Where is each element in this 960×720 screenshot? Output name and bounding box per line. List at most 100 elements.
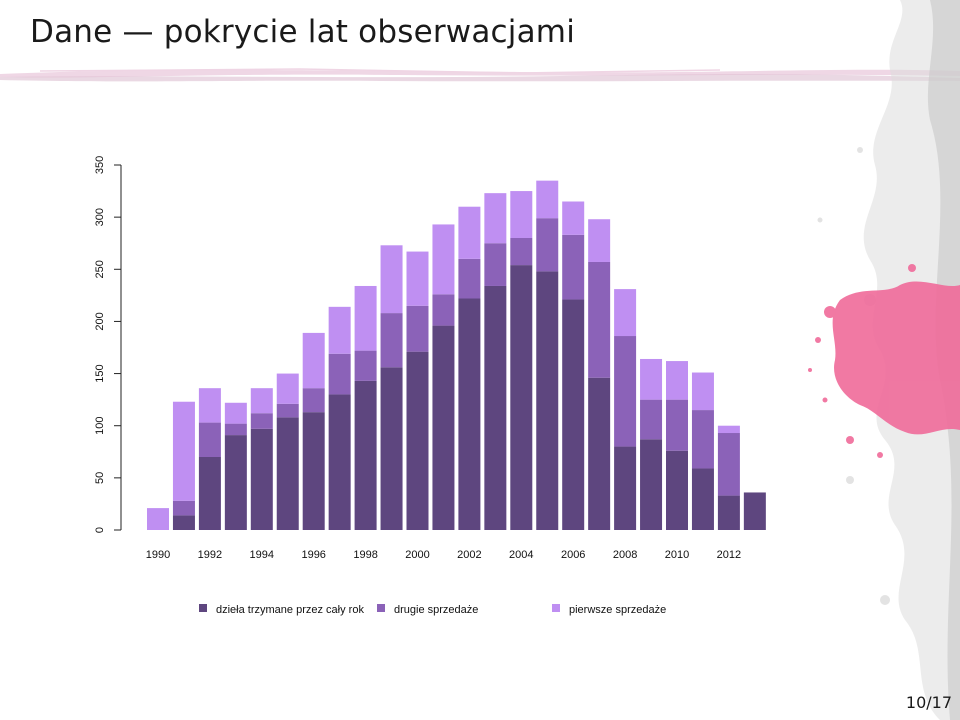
bar-segment bbox=[302, 332, 325, 389]
y-tick-label: 0 bbox=[94, 527, 106, 533]
y-axis: 0 50 100 150 200 250 300 350 bbox=[94, 156, 122, 533]
bar-segment bbox=[224, 423, 247, 436]
bar-segment bbox=[588, 377, 611, 530]
bar-segment bbox=[354, 350, 377, 381]
bar-segment bbox=[717, 433, 740, 496]
y-tick-label: 150 bbox=[94, 364, 106, 382]
bar-segment bbox=[614, 289, 637, 337]
bar-segment bbox=[458, 258, 481, 299]
bar-segment bbox=[510, 191, 533, 238]
x-tick-label: 2012 bbox=[717, 549, 741, 561]
bar-segment bbox=[510, 265, 533, 530]
x-tick-label: 2010 bbox=[665, 549, 689, 561]
bar-segment bbox=[198, 457, 221, 530]
bar-segment bbox=[640, 439, 663, 530]
y-tick-label: 350 bbox=[94, 156, 106, 174]
bar-segment bbox=[536, 218, 559, 272]
bar-segment bbox=[536, 180, 559, 219]
y-tick-label: 200 bbox=[94, 312, 106, 330]
bar-segment bbox=[717, 425, 740, 434]
brush-stroke-divider bbox=[0, 68, 960, 82]
bar-segment bbox=[172, 500, 195, 516]
bar-segment bbox=[380, 245, 403, 314]
y-tick-label: 250 bbox=[94, 260, 106, 278]
legend-label: pierwsze sprzedaże bbox=[569, 604, 666, 616]
bar-segment bbox=[354, 285, 377, 351]
decorative-ink-splash bbox=[808, 0, 960, 720]
bar-segment bbox=[198, 422, 221, 457]
bar-segment bbox=[354, 380, 377, 530]
bar-segment bbox=[172, 515, 195, 530]
bar-segment bbox=[276, 373, 299, 404]
bar-segment bbox=[666, 450, 688, 530]
x-tick-label: 1994 bbox=[250, 549, 274, 561]
bar-segment bbox=[484, 193, 507, 244]
bar-segment bbox=[406, 351, 429, 530]
bar-segment bbox=[250, 388, 273, 414]
y-tick-label: 100 bbox=[94, 417, 106, 435]
x-tick-label: 2004 bbox=[509, 549, 533, 561]
x-tick-label: 2002 bbox=[457, 549, 481, 561]
bar-segment bbox=[380, 313, 403, 368]
bar-segment bbox=[588, 219, 611, 262]
bar-segment bbox=[328, 353, 351, 395]
page-number: 10/17 bbox=[905, 693, 952, 712]
bar-segment bbox=[458, 298, 481, 530]
y-tick-label: 50 bbox=[94, 472, 106, 484]
bar-segment bbox=[640, 399, 663, 440]
bar-segment bbox=[406, 251, 429, 306]
bar-segment bbox=[536, 271, 559, 530]
bar-segment bbox=[666, 361, 688, 400]
x-tick-label: 2006 bbox=[561, 549, 585, 561]
bar-segment bbox=[691, 410, 714, 469]
bar-segment bbox=[484, 243, 507, 286]
bar-segment bbox=[743, 492, 766, 530]
bar-segment bbox=[276, 417, 299, 530]
bar-segment bbox=[328, 394, 351, 530]
bar-segment bbox=[380, 367, 403, 530]
slide-title: Dane — pokrycie lat obserwacjami bbox=[30, 14, 576, 50]
bar-segment bbox=[172, 401, 195, 501]
bar-segment bbox=[614, 336, 637, 447]
bar-segment bbox=[562, 234, 585, 300]
bar-segment bbox=[432, 294, 455, 326]
x-axis: 1990 1992 1994 1996 1998 2000 2002 2004 2006 2008… bbox=[146, 549, 741, 561]
bar-segment bbox=[302, 412, 325, 530]
x-tick-label: 2000 bbox=[405, 549, 429, 561]
bar-segment bbox=[250, 413, 273, 429]
legend-swatch bbox=[377, 604, 385, 612]
bar-segment bbox=[276, 403, 299, 418]
bar-segment bbox=[510, 238, 533, 266]
legend-label: dzieła trzymane przez cały rok bbox=[216, 604, 364, 616]
bar-segment bbox=[198, 388, 221, 423]
bars bbox=[147, 180, 766, 530]
bar-segment bbox=[147, 508, 169, 530]
bar-segment bbox=[406, 305, 429, 352]
bar-segment bbox=[224, 435, 247, 530]
legend-swatch bbox=[552, 604, 560, 612]
bar-segment bbox=[484, 285, 507, 530]
legend: dzieła trzymane przez cały rok drugie spr… bbox=[199, 604, 666, 616]
x-tick-label: 2008 bbox=[613, 549, 637, 561]
bar-segment bbox=[302, 388, 325, 413]
bar-segment bbox=[562, 201, 585, 235]
bar-segment bbox=[562, 299, 585, 530]
bar-segment bbox=[588, 261, 611, 378]
bar-segment bbox=[717, 495, 740, 530]
legend-swatch bbox=[199, 604, 207, 612]
bar-segment bbox=[432, 224, 455, 295]
legend-label: drugie sprzedaże bbox=[394, 604, 478, 616]
x-tick-label: 1996 bbox=[301, 549, 325, 561]
bar-segment bbox=[640, 358, 663, 400]
bar-segment bbox=[432, 325, 455, 530]
bar-segment bbox=[250, 428, 273, 530]
x-tick-label: 1992 bbox=[198, 549, 222, 561]
bar-segment bbox=[666, 399, 688, 451]
bar-segment bbox=[458, 206, 481, 259]
bar-segment bbox=[691, 372, 714, 411]
x-tick-label: 1990 bbox=[146, 549, 170, 561]
bar-segment bbox=[691, 468, 714, 530]
y-tick-label: 300 bbox=[94, 208, 106, 226]
x-tick-label: 1998 bbox=[353, 549, 377, 561]
